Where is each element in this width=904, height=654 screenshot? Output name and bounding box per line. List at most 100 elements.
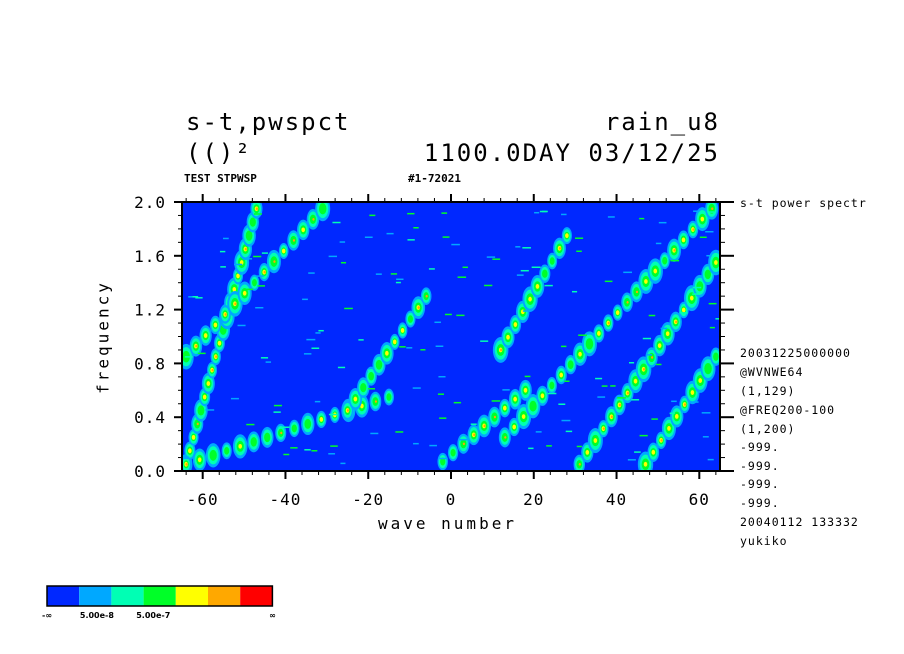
spectral-dash [219, 250, 226, 253]
spectral-dash [484, 284, 493, 287]
band-blob [714, 260, 718, 265]
band-blob [585, 338, 594, 350]
spectral-dash [428, 268, 435, 270]
spectral-dash [520, 269, 529, 272]
spectral-dash [364, 236, 373, 239]
spectral-dash [645, 354, 653, 356]
spectral-dash [253, 213, 262, 215]
spectral-dash [531, 266, 541, 269]
spectral-dash [524, 375, 531, 378]
spectral-dash [257, 285, 265, 287]
title-right-2: 1100.0DAY 03/12/25 [423, 139, 720, 167]
spectral-dash [597, 396, 606, 398]
spectral-dash [539, 210, 547, 213]
y-tick-label: 1.6 [134, 247, 166, 266]
spectral-dashes [184, 210, 720, 465]
band-blob [244, 247, 247, 251]
band-blob [245, 230, 253, 241]
spectral-dash [627, 459, 636, 461]
spectral-dash [328, 413, 338, 416]
y-tick-label: 2.0 [134, 193, 166, 212]
spectral-band [637, 347, 720, 471]
spectral-dash [234, 263, 243, 266]
band-blob [319, 417, 324, 422]
spectral-dash [302, 298, 308, 301]
band-blob [542, 269, 548, 278]
spectral-dash [595, 377, 603, 380]
band-blob [667, 426, 671, 431]
spectral-dash [565, 430, 573, 433]
spectral-dash [564, 380, 570, 382]
x-tick-label: -60 [187, 490, 219, 509]
spectral-dash [396, 278, 404, 281]
band-blob [301, 227, 305, 233]
band-blob [513, 322, 518, 327]
colorbar-label: 5.00e-7 [136, 611, 170, 620]
spectral-dash [429, 444, 437, 447]
spectral-dash [369, 214, 376, 217]
spectral-dash [308, 272, 315, 274]
band-blob [520, 309, 525, 315]
band-blob [549, 257, 555, 265]
band-blob [635, 290, 639, 294]
spectral-dash [273, 404, 282, 407]
spectral-band [498, 202, 719, 448]
spectral-dash [578, 334, 588, 336]
colorbar-label: 5.00e-8 [80, 611, 114, 620]
x-tick-label: 60 [689, 490, 710, 509]
spectral-band [492, 227, 572, 363]
band-blob [273, 260, 276, 263]
colorbar-frame [46, 585, 274, 607]
spectral-dash [192, 296, 199, 298]
spectral-dash [480, 340, 489, 342]
spectral-dash [407, 212, 415, 215]
spectral-dash [439, 457, 448, 460]
spectral-dash [399, 346, 406, 348]
spectral-dash [639, 434, 648, 437]
band-blob [662, 256, 668, 265]
spectral-dash [692, 293, 701, 295]
spectral-dash [205, 409, 215, 411]
band-blob [196, 422, 199, 426]
spectral-dash [184, 457, 192, 460]
band-blob [689, 295, 694, 301]
band-blob [280, 431, 283, 435]
spectral-dash [575, 237, 584, 239]
band-blob [234, 302, 237, 306]
spectral-dash [457, 276, 467, 278]
sidebar-line: yukiko [740, 534, 788, 548]
subtitle-mid: #1-72021 [408, 172, 461, 185]
band-blob [368, 371, 374, 381]
x-axis-label: wave number [378, 514, 517, 533]
spectral-dash [340, 462, 346, 465]
y-tick-label: 0.4 [134, 408, 166, 427]
band-blob [683, 403, 687, 406]
spectral-dash [390, 273, 398, 275]
band-blob [578, 351, 582, 357]
x-tick-label: 40 [606, 490, 627, 509]
spectral-dash [502, 389, 510, 391]
band-blob [642, 368, 646, 371]
spectral-dash [304, 449, 311, 451]
band-blob [504, 436, 507, 439]
band-blob [191, 434, 196, 440]
spectral-dash [246, 423, 255, 426]
band-blob [651, 449, 656, 455]
band-blob [195, 344, 198, 348]
band-blob [696, 281, 704, 292]
spectral-dash [601, 385, 608, 387]
spectral-dash [246, 288, 254, 291]
spectral-dash [701, 412, 711, 414]
sidebar-line: (1,129) [740, 384, 796, 398]
spectral-dash [692, 286, 702, 289]
colorbar-label: -∞ [42, 611, 52, 620]
band-blob [610, 415, 614, 419]
sidebar-line: @WVNWE64 [740, 365, 804, 379]
spectral-dash [651, 418, 658, 420]
title-left-2: (()² [186, 139, 252, 167]
spectral-dash [386, 232, 394, 235]
band-blob [215, 355, 218, 358]
band-blob [188, 448, 192, 454]
sidebar-line: -999. [740, 440, 780, 454]
spectral-dash [290, 447, 298, 449]
